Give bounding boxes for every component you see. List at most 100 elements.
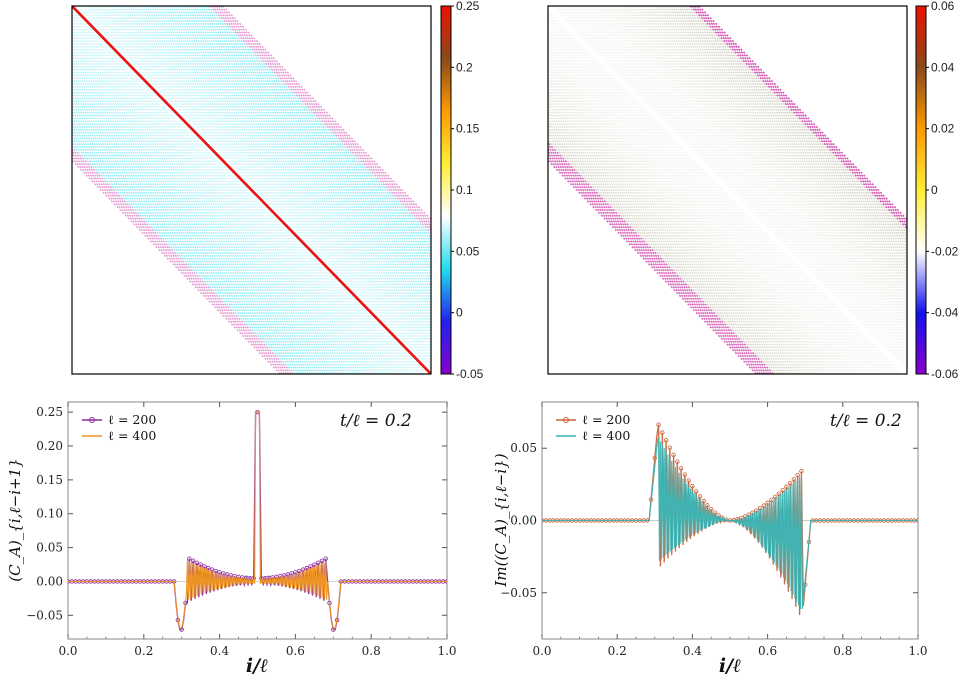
- heatmap-band-line: [548, 60, 854, 374]
- heatmap-band-line: [648, 6, 907, 272]
- heatmap-band-line: [185, 6, 431, 258]
- colorbar-tick-label: 0.2: [456, 60, 473, 74]
- heatmap-band-line: [72, 159, 281, 374]
- heatmap-band-line: [72, 93, 346, 374]
- x-tick-label: 0.6: [286, 644, 305, 658]
- heatmap-band-line: [548, 146, 770, 374]
- heatmap-band-line: [131, 6, 431, 314]
- heatmap-band-line: [657, 6, 907, 263]
- heatmap-band-line: [72, 73, 365, 374]
- heatmap-band-line: [566, 6, 907, 356]
- colorbar-real-gradient: [440, 5, 452, 375]
- heatmap-band-line: [72, 95, 344, 374]
- y-tick-label: 0.00: [36, 574, 63, 588]
- colorbar-tick-label: -0.05: [456, 367, 484, 381]
- heatmap-band-line: [215, 6, 431, 227]
- heatmap-band-line: [638, 6, 907, 283]
- heatmap-band-line: [72, 91, 348, 374]
- heatmap-band-line: [548, 75, 839, 374]
- series-point-1: [686, 478, 691, 483]
- heatmap-band-line: [616, 6, 907, 305]
- colorbar-tick-label: 0.15: [456, 122, 480, 136]
- heatmap-band-line: [548, 106, 809, 374]
- heatmap-band-line: [603, 6, 907, 318]
- heatmap-band-line: [72, 88, 350, 374]
- y-tick-label: −0.05: [26, 608, 63, 622]
- heatmap-band-line: [548, 139, 777, 374]
- heatmap-diagonal: [72, 6, 431, 374]
- y-tick-label: 0.10: [36, 507, 63, 521]
- heatmap-band-line: [213, 6, 431, 230]
- heatmap-band-line: [72, 35, 402, 374]
- heatmap-band-line: [153, 6, 431, 292]
- series-point-1: [705, 503, 710, 508]
- y-tick-label: 0.20: [36, 439, 63, 453]
- heatmap-band-line: [548, 33, 880, 374]
- series-point-1: [315, 560, 321, 565]
- heatmap-band-line: [666, 6, 907, 254]
- heatmap-band-line: [72, 7, 430, 374]
- heatmap-band-line: [72, 82, 357, 374]
- heatmap-band-line: [72, 60, 378, 374]
- heatmap-band-line: [548, 24, 889, 374]
- heatmap-band-line: [88, 6, 431, 358]
- heatmap-band-line: [548, 135, 781, 374]
- heatmap-band-line: [72, 71, 367, 374]
- series-point-1: [780, 488, 785, 493]
- legend-series-2-label: ℓ = 400: [582, 428, 630, 443]
- heatmap-band-line: [548, 13, 899, 374]
- heatmap-band-line: [622, 6, 907, 298]
- heatmap-band-line: [674, 6, 907, 245]
- heatmap-band-line: [72, 29, 408, 374]
- heatmap-band-line: [72, 38, 400, 374]
- heatmap-band-line: [112, 6, 431, 333]
- heatmap-band-line: [187, 6, 431, 256]
- heatmap-band-line: [72, 22, 415, 374]
- heatmap-band-line: [678, 6, 907, 241]
- heatmap-band-line: [72, 113, 326, 374]
- y-tick-label: 0.05: [36, 541, 63, 555]
- heatmap-band-line: [72, 108, 331, 374]
- heatmap-band-line: [142, 6, 431, 303]
- heatmap-band-line: [661, 6, 907, 258]
- heatmap-band-line: [72, 51, 387, 374]
- x-tick-label: 0.0: [532, 644, 551, 658]
- heatmap-band-line: [90, 6, 431, 356]
- heatmap-band-line: [640, 6, 907, 280]
- heatmap-band-line: [164, 6, 431, 280]
- series-point-1: [663, 438, 669, 443]
- heatmap-band-line: [125, 6, 431, 320]
- series-point-1: [190, 558, 196, 563]
- plot-real-annotation: t/ℓ = 0.2: [340, 411, 412, 431]
- series-point-1: [799, 469, 804, 474]
- heatmap-band-line: [183, 6, 431, 261]
- series-point-1: [652, 455, 657, 461]
- heatmap-band-line: [86, 6, 431, 360]
- heatmap-band-line: [548, 11, 902, 374]
- series-point-1: [690, 483, 695, 489]
- heatmap-band-line: [548, 133, 783, 374]
- heatmap-real-bands: [72, 6, 431, 374]
- heatmap-band-line: [202, 6, 431, 241]
- heatmap-band-line: [612, 6, 907, 309]
- plot-real-xlabel: i/ℓ: [246, 655, 268, 677]
- heatmap-band-line: [601, 6, 907, 320]
- heatmap-band-line: [548, 157, 759, 374]
- heatmap-band-line: [72, 24, 413, 374]
- heatmap-band-line: [72, 122, 318, 374]
- heatmap-band-line: [618, 6, 907, 303]
- heatmap-band-line: [548, 137, 779, 374]
- heatmap-band-line: [72, 47, 391, 374]
- plot-real-legend: ℓ = 200 ℓ = 400: [82, 412, 156, 443]
- heatmap-band-line: [190, 6, 431, 254]
- heatmap-band-line: [687, 6, 907, 232]
- x-tick-label: 1.0: [908, 644, 927, 658]
- heatmap-band-line: [166, 6, 431, 278]
- x-tick-label: 1.0: [437, 644, 456, 658]
- heatmap-band-line: [548, 152, 764, 374]
- heatmap-band-line: [72, 148, 292, 374]
- heatmap-band-line: [84, 6, 431, 362]
- heatmap-band-line: [121, 6, 431, 325]
- heatmap-band-line: [140, 6, 431, 305]
